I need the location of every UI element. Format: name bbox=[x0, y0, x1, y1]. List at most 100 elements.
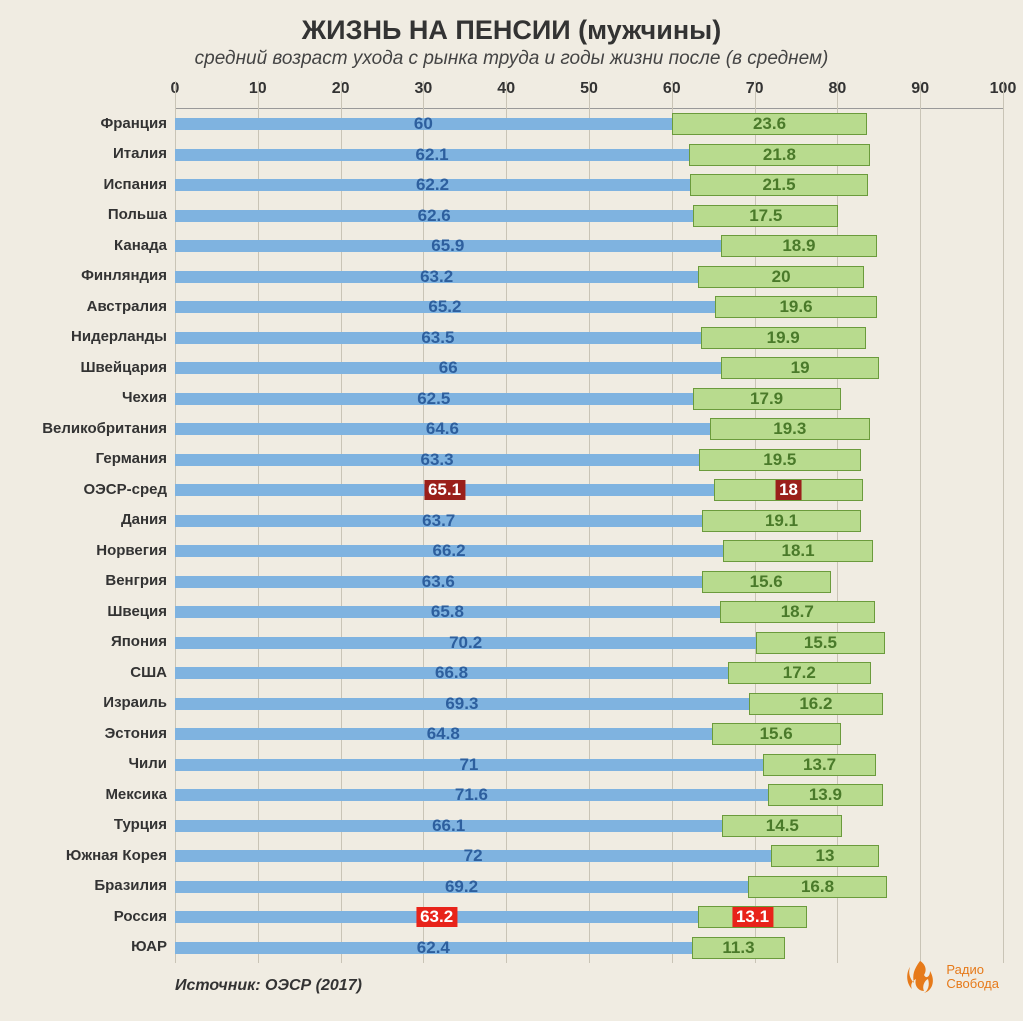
bar-track: 62.411.3 bbox=[175, 937, 1003, 959]
value-retire-age: 66.8 bbox=[431, 663, 472, 683]
bar-row: 6023.6 bbox=[175, 109, 1003, 140]
bar-track: 65.2 19.6 bbox=[175, 296, 1003, 318]
value-years-after: 20 bbox=[768, 267, 795, 287]
row-label: Япония bbox=[20, 627, 175, 658]
grid-line bbox=[1003, 81, 1004, 963]
value-retire-age: 69.2 bbox=[441, 877, 482, 897]
bar-row: 70.215.5 bbox=[175, 628, 1003, 659]
value-retire-age: 63.7 bbox=[418, 511, 459, 531]
bar-row: 63.5 19.9 bbox=[175, 323, 1003, 354]
row-label: Израиль bbox=[20, 688, 175, 719]
bar-row: 64.619.3 bbox=[175, 414, 1003, 445]
flame-icon bbox=[900, 957, 940, 997]
value-retire-age: 65.9 bbox=[427, 236, 468, 256]
row-label: Польша bbox=[20, 200, 175, 231]
row-label: Швеция bbox=[20, 596, 175, 627]
bar-row: 63.2 13.1 bbox=[175, 902, 1003, 933]
row-label: Франция bbox=[20, 108, 175, 139]
bar-row: 69.216.8 bbox=[175, 872, 1003, 903]
bar-row: 65.818.7 bbox=[175, 597, 1003, 628]
value-years-after: 18 bbox=[775, 480, 802, 500]
row-label: Австралия bbox=[20, 291, 175, 322]
bar-track: 64.619.3 bbox=[175, 418, 1003, 440]
bar-track: 63.719.1 bbox=[175, 510, 1003, 532]
value-retire-age: 69.3 bbox=[441, 694, 482, 714]
plot-column: 0102030405060708090100 6023.662.121.862.… bbox=[175, 80, 1003, 963]
bar-track: 69.3 16.2 bbox=[175, 693, 1003, 715]
value-years-after: 21.5 bbox=[758, 175, 799, 195]
bar-row: 66.1 14.5 bbox=[175, 811, 1003, 842]
value-retire-age: 62.2 bbox=[412, 175, 453, 195]
bar-track: 65.9 18.9 bbox=[175, 235, 1003, 257]
value-retire-age: 63.3 bbox=[417, 450, 458, 470]
value-retire-age: 62.1 bbox=[412, 145, 453, 165]
value-years-after: 18.9 bbox=[778, 236, 819, 256]
bar-row: 63.319.5 bbox=[175, 445, 1003, 476]
bar-track: 64.8 15.6 bbox=[175, 723, 1003, 745]
y-labels-column: ФранцияИталияИспанияПольшаКанадаФинлянди… bbox=[20, 80, 175, 963]
row-label: Южная Корея bbox=[20, 840, 175, 871]
bar-track: 63.2 13.1 bbox=[175, 906, 1003, 928]
bar-row: 63.615.6 bbox=[175, 567, 1003, 598]
plot-area: 6023.6 62.1 21.8 62.2 21.5 62.6 17.5 65.9 18.9 63… bbox=[175, 108, 1003, 963]
value-retire-age: 62.6 bbox=[414, 206, 455, 226]
bar-row: 65.2 19.6 bbox=[175, 292, 1003, 323]
value-retire-age: 71 bbox=[455, 755, 482, 775]
bar-track: 63.5 19.9 bbox=[175, 327, 1003, 349]
value-retire-age: 64.8 bbox=[423, 724, 464, 744]
bar-row: 63.719.1 bbox=[175, 506, 1003, 537]
bar-row: 62.517.9 bbox=[175, 384, 1003, 415]
bar-row: 63.220 bbox=[175, 262, 1003, 293]
bar-row: 62.6 17.5 bbox=[175, 201, 1003, 232]
row-label: Венгрия bbox=[20, 566, 175, 597]
row-label: Финляндия bbox=[20, 261, 175, 292]
bar-row: 66 19 bbox=[175, 353, 1003, 384]
value-years-after: 16.2 bbox=[795, 694, 836, 714]
value-retire-age: 63.2 bbox=[416, 907, 457, 927]
chart-subtitle: средний возраст ухода с рынка труда и го… bbox=[20, 48, 1003, 70]
value-years-after: 19.6 bbox=[775, 297, 816, 317]
value-retire-age: 70.2 bbox=[445, 633, 486, 653]
row-label: Мексика bbox=[20, 779, 175, 810]
value-years-after: 21.8 bbox=[759, 145, 800, 165]
value-retire-age: 66.1 bbox=[428, 816, 469, 836]
value-years-after: 19.9 bbox=[763, 328, 804, 348]
source-logo: Радио Свобода bbox=[900, 957, 999, 997]
value-years-after: 15.6 bbox=[746, 572, 787, 592]
bar-row: 66.8 17.2 bbox=[175, 658, 1003, 689]
bar-track: 63.319.5 bbox=[175, 449, 1003, 471]
value-retire-age: 63.5 bbox=[417, 328, 458, 348]
bar-track: 6023.6 bbox=[175, 113, 1003, 135]
row-label: Германия bbox=[20, 444, 175, 475]
value-years-after: 23.6 bbox=[749, 114, 790, 134]
value-years-after: 14.5 bbox=[762, 816, 803, 836]
logo-line1: Радио bbox=[946, 963, 999, 977]
value-retire-age: 72 bbox=[460, 846, 487, 866]
value-years-after: 13.9 bbox=[805, 785, 846, 805]
bar-track: 70.215.5 bbox=[175, 632, 1003, 654]
value-years-after: 13.1 bbox=[732, 907, 773, 927]
value-years-after: 19 bbox=[787, 358, 814, 378]
value-years-after: 17.2 bbox=[779, 663, 820, 683]
value-retire-age: 62.4 bbox=[413, 938, 454, 958]
bar-row: 69.3 16.2 bbox=[175, 689, 1003, 720]
value-years-after: 18.1 bbox=[778, 541, 819, 561]
chart-title: ЖИЗНЬ НА ПЕНСИИ (мужчины) bbox=[20, 15, 1003, 46]
value-years-after: 17.5 bbox=[745, 206, 786, 226]
row-label: Испания bbox=[20, 169, 175, 200]
row-label: Нидерланды bbox=[20, 322, 175, 353]
source-text: Источник: ОЭСР (2017) bbox=[175, 977, 1003, 995]
row-label: США bbox=[20, 657, 175, 688]
bar-row: 62.411.3 bbox=[175, 933, 1003, 964]
plot-outer: ФранцияИталияИспанияПольшаКанадаФинлянди… bbox=[20, 80, 1003, 963]
bar-row: 62.1 21.8 bbox=[175, 140, 1003, 171]
bar-track: 63.220 bbox=[175, 266, 1003, 288]
bar-track: 63.615.6 bbox=[175, 571, 1003, 593]
bar-track: 66.218.1 bbox=[175, 540, 1003, 562]
value-retire-age: 66 bbox=[435, 358, 462, 378]
value-retire-age: 65.2 bbox=[424, 297, 465, 317]
bar-track: 66.1 14.5 bbox=[175, 815, 1003, 837]
value-years-after: 15.6 bbox=[756, 724, 797, 744]
row-label: Чехия bbox=[20, 383, 175, 414]
row-label: Великобритания bbox=[20, 413, 175, 444]
